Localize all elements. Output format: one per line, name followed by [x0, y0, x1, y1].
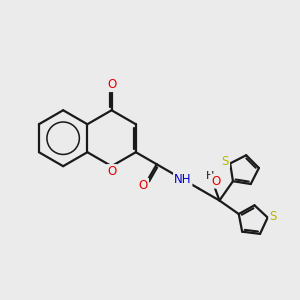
Text: NH: NH	[174, 173, 191, 186]
Text: O: O	[139, 179, 148, 192]
Text: O: O	[107, 78, 116, 91]
Text: S: S	[269, 210, 277, 223]
Text: O: O	[211, 175, 220, 188]
Text: O: O	[107, 165, 116, 178]
Text: H: H	[206, 171, 214, 181]
Text: S: S	[222, 154, 229, 167]
